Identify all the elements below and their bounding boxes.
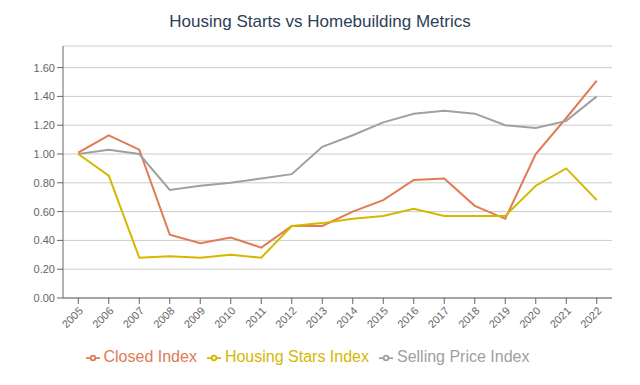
- svg-text:0.20: 0.20: [34, 263, 55, 275]
- svg-text:2018: 2018: [456, 304, 482, 330]
- svg-text:2016: 2016: [395, 304, 421, 330]
- svg-text:2008: 2008: [151, 304, 177, 330]
- svg-text:2010: 2010: [212, 304, 238, 330]
- svg-text:2019: 2019: [486, 304, 512, 330]
- html-text:Housing Stars Index: Housing Stars Index: [224, 348, 369, 365]
- svg-text:2011: 2011: [243, 304, 268, 329]
- svg-text:0.00: 0.00: [34, 292, 55, 304]
- svg-text:2012: 2012: [273, 304, 299, 330]
- svg-text:2014: 2014: [334, 304, 360, 330]
- svg-text:0.80: 0.80: [34, 177, 55, 189]
- html-text:Selling Price Index: Selling Price Index: [397, 348, 530, 365]
- html-text:Housing Starts vs Homebuilding: Housing Starts vs Homebuilding Metrics: [169, 12, 471, 31]
- svg-text:2017: 2017: [425, 304, 451, 330]
- svg-text:1.40: 1.40: [34, 90, 55, 102]
- svg-text:2007: 2007: [120, 304, 146, 330]
- svg-text:0.40: 0.40: [34, 234, 55, 246]
- svg-text:2020: 2020: [517, 304, 543, 330]
- svg-text:0.60: 0.60: [34, 206, 55, 218]
- svg-text:2022: 2022: [578, 304, 604, 330]
- svg-text:1.00: 1.00: [34, 148, 55, 160]
- svg-text:1.20: 1.20: [34, 119, 55, 131]
- html-text:Closed Index: Closed Index: [103, 348, 197, 365]
- svg-text:1.60: 1.60: [34, 62, 55, 74]
- svg-text:2009: 2009: [181, 304, 207, 330]
- svg-text:2006: 2006: [90, 304, 116, 330]
- svg-text:2005: 2005: [59, 304, 85, 330]
- svg-text:2015: 2015: [364, 304, 390, 330]
- svg-text:2021: 2021: [547, 304, 573, 330]
- svg-text:2013: 2013: [303, 304, 329, 330]
